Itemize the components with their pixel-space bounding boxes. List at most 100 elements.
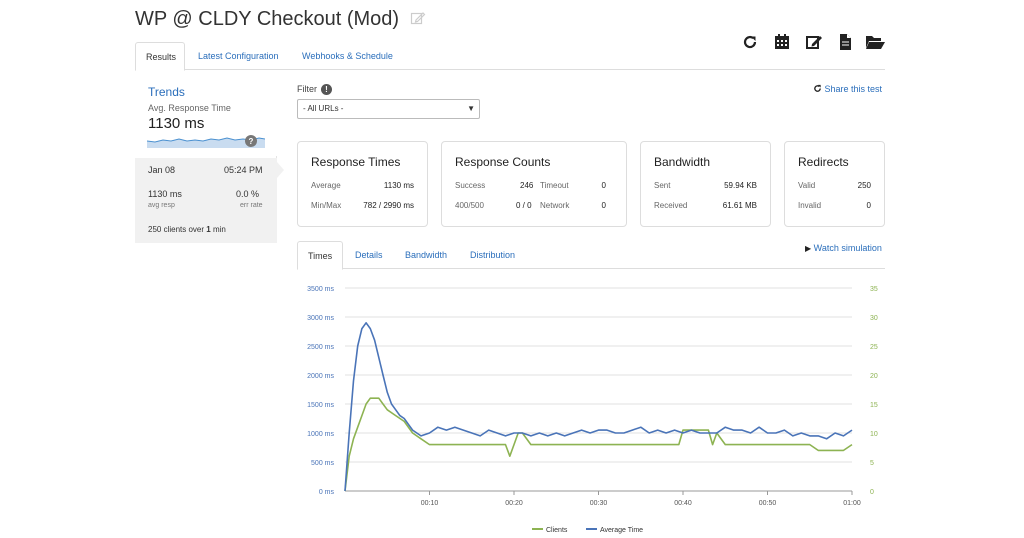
timeout-value: 0 [601, 181, 606, 190]
tab-distribution[interactable]: Distribution [470, 250, 516, 260]
card-title: Redirects [798, 155, 849, 169]
x-tick-label: 01:00 [843, 500, 861, 507]
calendar-icon[interactable] [772, 32, 792, 52]
y-right-tick-label: 15 [870, 402, 878, 409]
edit-icon[interactable] [410, 10, 426, 26]
card-title: Response Times [311, 155, 401, 169]
x-tick-label: 00:30 [590, 500, 608, 507]
clients-summary: 250 clients over 1 min [148, 225, 226, 234]
sent-label: Sent [654, 181, 671, 190]
tab-results[interactable]: Results [135, 42, 185, 71]
share-test-link[interactable]: Share this test [813, 84, 882, 94]
sent-value: 59.94 KB [724, 181, 757, 190]
avg-resp-label: avg resp [148, 202, 175, 209]
y-left-tick-label: 3500 ms [307, 286, 334, 293]
tab-bandwidth[interactable]: Bandwidth [405, 250, 448, 260]
legend-label-clients: Clients [546, 527, 568, 534]
response-counts-card: Response Counts Success 246 Timeout 0 40… [441, 141, 627, 227]
avg-response-label: Avg. Response Time [148, 103, 231, 113]
err-rate-value: 0.0 % [236, 189, 260, 199]
run-detail[interactable]: Jan 08 05:24 PM 1130 ms avg resp 0.0 % e… [135, 158, 284, 243]
run-time: 05:24 PM [224, 165, 263, 175]
x-tick-label: 00:10 [421, 500, 439, 507]
success-value: 246 [520, 181, 534, 190]
trends-link[interactable]: Trends [148, 85, 185, 99]
avg-response-value: 1130 ms [148, 115, 205, 132]
legend-label-average-time: Average Time [600, 527, 643, 534]
network-value: 0 [601, 201, 606, 210]
minmax-label: Min/Max [311, 201, 342, 210]
avg-resp-value: 1130 ms [148, 189, 182, 199]
series-line-clients [344, 397, 853, 492]
watch-simulation-link[interactable]: ▶ Watch simulation [805, 243, 882, 253]
y-right-tick-label: 25 [870, 344, 878, 351]
y-right-tick-label: 20 [870, 373, 878, 380]
share-test-label: Share this test [824, 84, 883, 94]
clients-prefix: 250 clients over [148, 225, 207, 234]
y-left-tick-label: 1500 ms [307, 402, 334, 409]
y-right-tick-label: 5 [870, 460, 874, 467]
minmax-value: 782 / 2990 ms [363, 201, 414, 210]
y-left-tick-label: 2500 ms [307, 344, 334, 351]
network-label: Network [540, 201, 570, 210]
y-right-tick-label: 0 [870, 489, 874, 496]
refresh-icon[interactable] [740, 32, 760, 52]
info-icon[interactable]: ! [321, 84, 332, 95]
sparkline: ? [147, 135, 265, 148]
trends-sidebar: Trends Avg. Response Time 1130 ms ? Jan … [135, 80, 284, 243]
trend-summary[interactable]: Trends Avg. Response Time 1130 ms ? [135, 80, 277, 156]
refresh-icon [814, 84, 821, 92]
response-time-chart: 0 ms 0 500 ms 5 1000 ms 10 1500 ms 15 2000 ms 20 2… [307, 286, 878, 534]
y-left-tick-label: 500 ms [311, 460, 334, 467]
bandwidth-card: Bandwidth Sent 59.94 KB Received 61.61 M… [640, 141, 771, 227]
tab-webhooks-schedule[interactable]: Webhooks & Schedule [302, 51, 393, 61]
received-value: 61.61 MB [722, 201, 757, 210]
y-left-tick-label: 2000 ms [307, 373, 334, 380]
clients-unit: min [210, 225, 226, 234]
err-rate-label: err rate [240, 202, 263, 209]
y-right-tick-label: 30 [870, 315, 878, 322]
y-right-tick-label: 35 [870, 286, 878, 293]
filter-label: Filter [297, 84, 317, 94]
pointer-arrow [277, 162, 284, 178]
y-left-tick-label: 1000 ms [307, 431, 334, 438]
average-value: 1130 ms [383, 181, 414, 190]
success-label: Success [455, 181, 486, 190]
series-line-average-time [344, 322, 853, 492]
page-title: WP @ CLDY Checkout (Mod) [135, 8, 400, 30]
spark-badge: ? [249, 137, 254, 146]
received-label: Received [654, 201, 688, 210]
invalid-value: 0 [866, 201, 871, 210]
url-filter-value: - All URLs - [303, 104, 344, 113]
card-title: Bandwidth [654, 155, 711, 169]
average-label: Average [311, 181, 341, 190]
watch-simulation-label: Watch simulation [813, 243, 882, 253]
url-filter-select[interactable]: - All URLs - ▼ [297, 99, 480, 119]
y-left-tick-label: 3000 ms [307, 315, 334, 322]
y-left-tick-label: 0 ms [319, 489, 335, 496]
card-title: Response Counts [455, 155, 551, 169]
file-icon[interactable] [835, 32, 855, 52]
chevron-down-icon: ▼ [467, 104, 475, 113]
tab-latest-configuration[interactable]: Latest Configuration [198, 51, 279, 61]
tab-bar: Results Latest Configuration Webhooks & … [135, 42, 885, 71]
folder-open-icon[interactable] [864, 32, 886, 52]
clients-duration: 1 [206, 225, 211, 234]
valid-label: Valid [798, 181, 816, 190]
invalid-label: Invalid [798, 201, 822, 210]
status-400-500-value: 0 / 0 [516, 201, 532, 210]
tab-times[interactable]: Times [297, 241, 343, 270]
x-tick-label: 00:50 [759, 500, 777, 507]
timeout-label: Timeout [540, 181, 569, 190]
tab-details[interactable]: Details [355, 250, 383, 260]
y-right-tick-label: 10 [870, 431, 878, 438]
redirects-card: Redirects Valid 250 Invalid 0 [784, 141, 885, 227]
run-date: Jan 08 [148, 165, 176, 175]
x-tick-label: 00:20 [505, 500, 523, 507]
edit-icon[interactable] [804, 32, 824, 52]
play-icon: ▶ [805, 244, 812, 253]
response-times-card: Response Times Average 1130 ms Min/Max 7… [297, 141, 428, 227]
status-400-500-label: 400/500 [455, 201, 484, 210]
valid-value: 250 [857, 181, 871, 190]
x-tick-label: 00:40 [674, 500, 692, 507]
